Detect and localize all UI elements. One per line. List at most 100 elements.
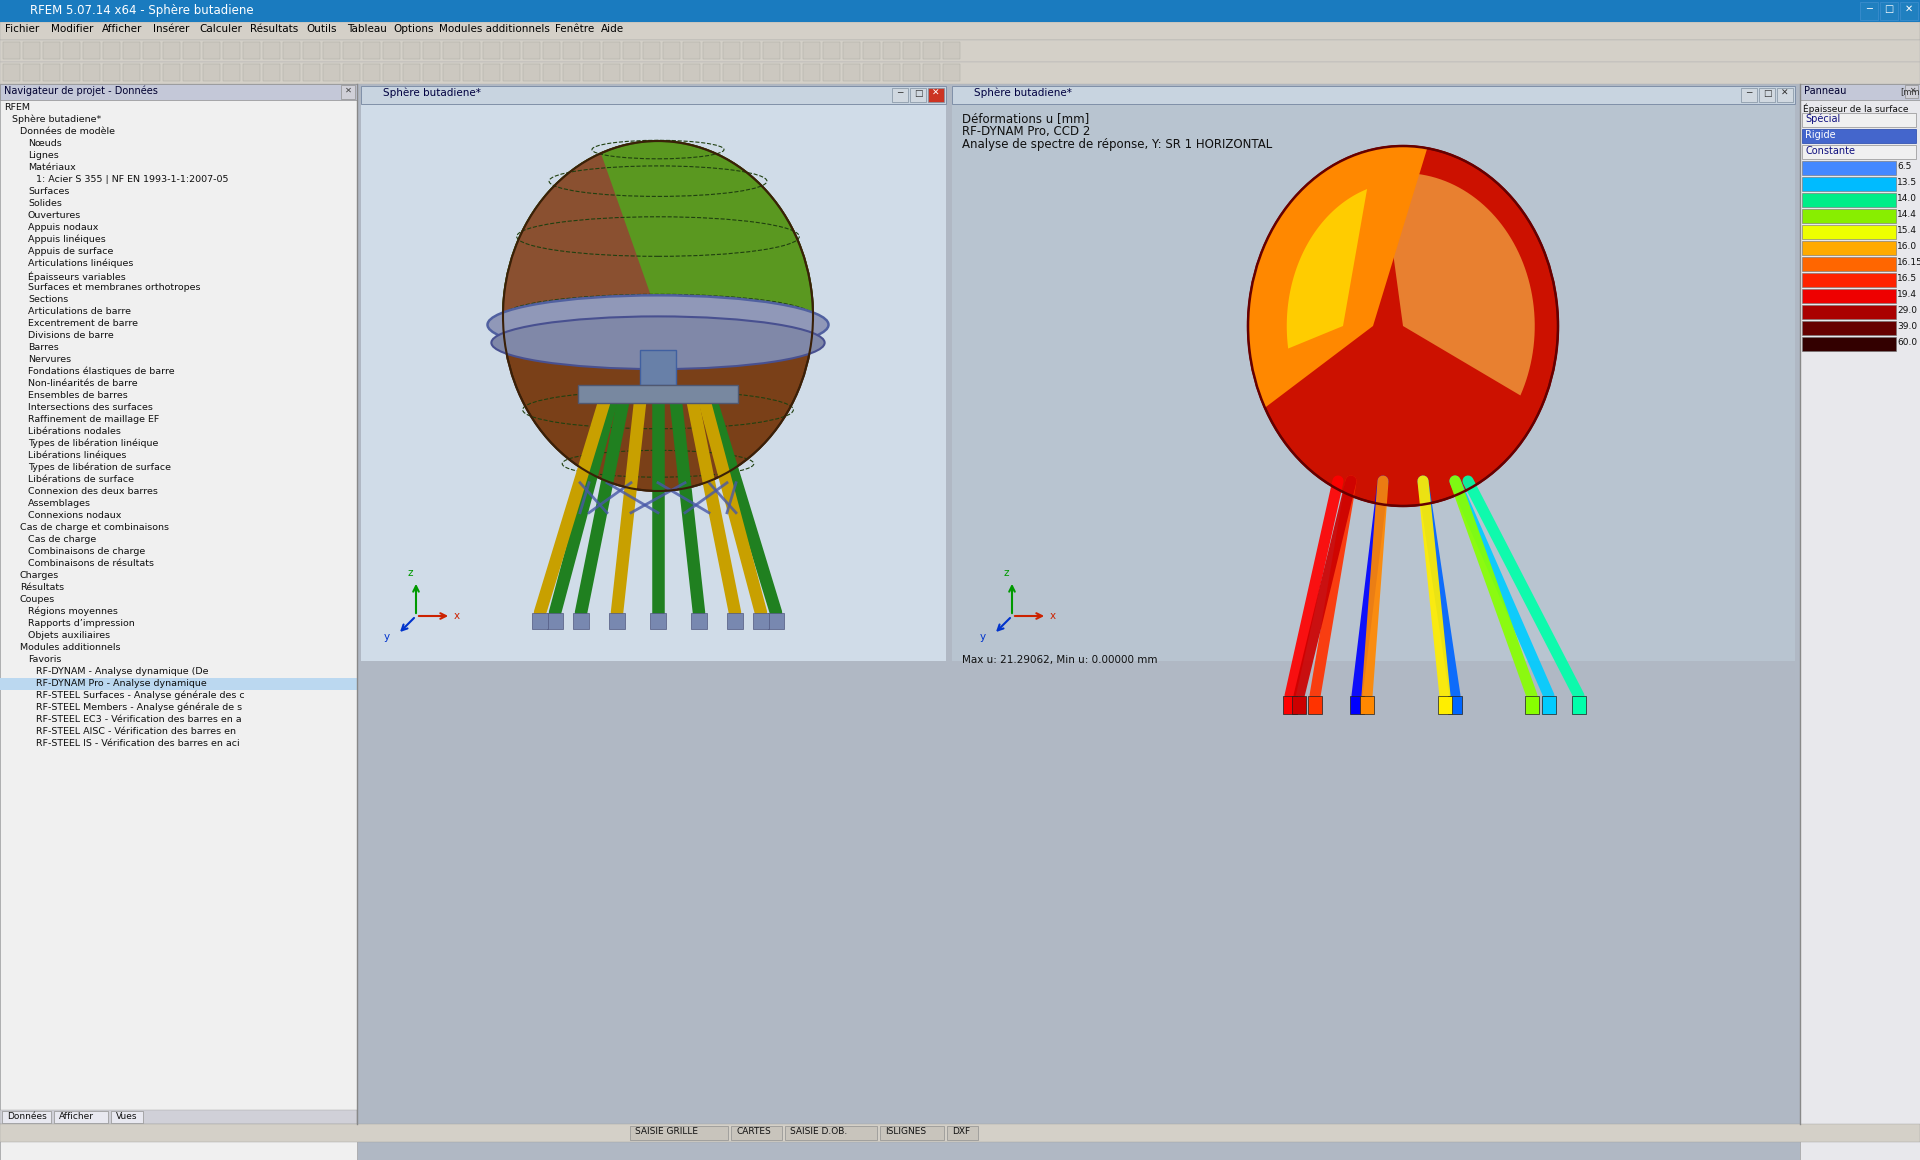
Text: Panneau: Panneau	[1805, 86, 1847, 96]
Bar	[902, 64, 920, 81]
Bar	[1860, 2, 1878, 20]
Bar	[104, 64, 119, 81]
Text: Barres: Barres	[29, 343, 60, 351]
Text: Nervures: Nervures	[29, 355, 71, 364]
Bar	[244, 42, 259, 59]
Bar	[244, 64, 259, 81]
Text: ✕: ✕	[1905, 3, 1912, 14]
Text: Fichier: Fichier	[6, 24, 38, 34]
Bar	[1905, 85, 1918, 97]
Bar	[691, 612, 707, 629]
Bar	[123, 42, 140, 59]
Bar	[1803, 338, 1895, 351]
Bar	[1359, 696, 1375, 715]
Text: RF-DYNAM Pro, CCD 2: RF-DYNAM Pro, CCD 2	[962, 125, 1091, 138]
Bar	[0, 1110, 357, 1124]
Bar	[1803, 258, 1895, 271]
Text: Données: Données	[8, 1112, 46, 1121]
Bar	[824, 42, 841, 59]
Text: Outils: Outils	[307, 24, 338, 34]
Text: Matériaux: Matériaux	[29, 164, 75, 172]
Bar	[1572, 696, 1586, 715]
PathPatch shape	[503, 142, 812, 316]
Bar	[282, 64, 300, 81]
Bar	[943, 64, 960, 81]
Bar	[1803, 225, 1895, 239]
Ellipse shape	[488, 296, 829, 354]
Bar	[762, 42, 780, 59]
Bar	[342, 85, 355, 99]
Text: Rapports d’impression: Rapports d’impression	[29, 619, 134, 628]
Bar	[4, 64, 19, 81]
Bar	[603, 42, 620, 59]
Bar	[403, 42, 420, 59]
Bar	[0, 39, 1920, 61]
Text: RF-STEEL AISC - Vérification des barres en: RF-STEEL AISC - Vérification des barres …	[36, 727, 236, 735]
Text: Déformations u [mm]: Déformations u [mm]	[962, 113, 1089, 125]
Text: Libérations linéiques: Libérations linéiques	[29, 451, 127, 461]
Bar	[42, 64, 60, 81]
Text: ✕: ✕	[1908, 86, 1914, 95]
Bar	[1803, 113, 1916, 126]
Text: ─: ─	[1747, 89, 1751, 97]
Bar	[1901, 2, 1918, 20]
Bar	[54, 1111, 108, 1123]
Bar	[1448, 696, 1461, 715]
Bar	[662, 42, 680, 59]
Bar	[503, 64, 520, 81]
Text: y: y	[384, 632, 390, 641]
Bar	[382, 64, 399, 81]
Text: y: y	[979, 632, 987, 641]
Bar	[1801, 84, 1920, 1160]
PathPatch shape	[503, 153, 659, 316]
Text: □: □	[1884, 3, 1893, 14]
Bar	[651, 612, 666, 629]
Bar	[303, 64, 321, 81]
Text: 14.4: 14.4	[1897, 210, 1916, 219]
Bar	[0, 84, 357, 100]
Bar	[1803, 321, 1895, 335]
Text: Types de libération linéique: Types de libération linéique	[29, 438, 157, 449]
Text: ✕: ✕	[344, 86, 351, 95]
Bar	[83, 42, 100, 59]
Text: Lignes: Lignes	[29, 151, 60, 160]
Text: Sections: Sections	[29, 295, 69, 304]
Text: Afficher: Afficher	[58, 1112, 94, 1121]
Text: Appuis nodaux: Appuis nodaux	[29, 223, 98, 232]
Bar	[2, 1111, 50, 1123]
Bar	[883, 42, 900, 59]
Text: Assemblages: Assemblages	[29, 499, 90, 508]
Text: Résultats: Résultats	[250, 24, 298, 34]
Bar	[123, 64, 140, 81]
Text: ✕: ✕	[1782, 89, 1789, 97]
PathPatch shape	[1382, 173, 1534, 396]
Bar	[609, 612, 626, 629]
Bar	[732, 1126, 781, 1140]
Text: Sphère butadiene*: Sphère butadiene*	[12, 115, 102, 124]
Text: Afficher: Afficher	[102, 24, 142, 34]
Text: ✕: ✕	[933, 89, 939, 97]
Bar	[1283, 696, 1298, 715]
Text: Types de libération de surface: Types de libération de surface	[29, 463, 171, 472]
Text: Nœuds: Nœuds	[29, 139, 61, 148]
Bar	[584, 42, 599, 59]
Text: 39.0: 39.0	[1897, 322, 1918, 331]
PathPatch shape	[1286, 189, 1367, 348]
Bar	[104, 42, 119, 59]
Text: Ensembles de barres: Ensembles de barres	[29, 391, 129, 400]
Bar	[902, 42, 920, 59]
Bar	[0, 22, 1920, 39]
Bar	[703, 42, 720, 59]
Bar	[344, 42, 361, 59]
Text: Régions moyennes: Régions moyennes	[29, 607, 117, 616]
Bar	[643, 64, 660, 81]
Text: Raffinement de maillage EF: Raffinement de maillage EF	[29, 415, 159, 425]
Bar	[63, 42, 81, 59]
Text: z: z	[1004, 568, 1010, 578]
Text: Articulations linéiques: Articulations linéiques	[29, 259, 132, 268]
Text: Solides: Solides	[29, 200, 61, 208]
Text: RFEM 5.07.14 x64 - Sphère butadiene: RFEM 5.07.14 x64 - Sphère butadiene	[31, 3, 253, 17]
Bar	[862, 64, 879, 81]
Bar	[1292, 696, 1306, 715]
Text: Articulations de barre: Articulations de barre	[29, 307, 131, 316]
